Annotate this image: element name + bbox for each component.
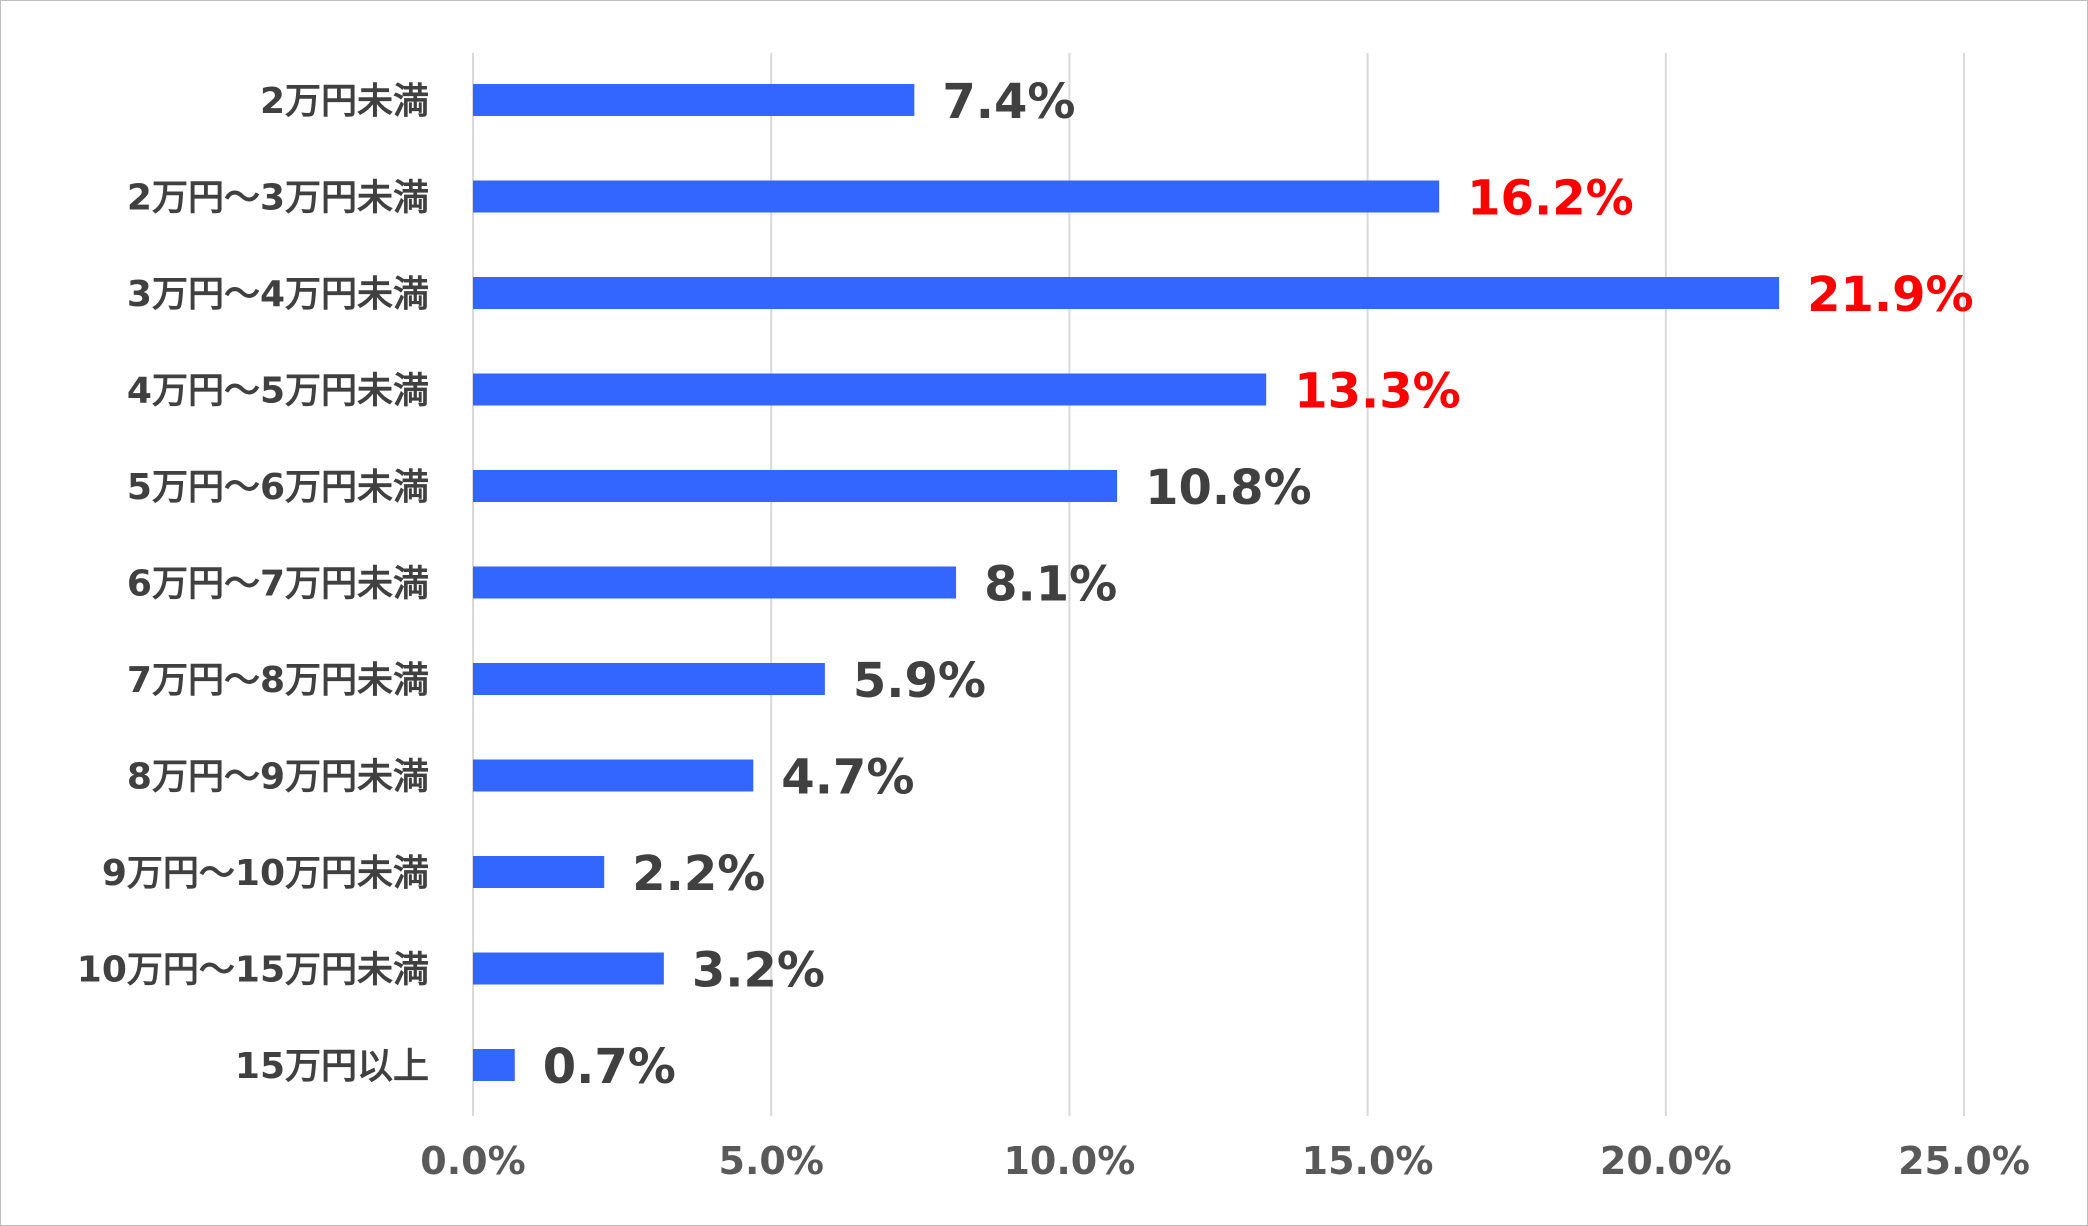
category-label: 2万円未満 bbox=[260, 81, 429, 122]
bar bbox=[473, 856, 605, 888]
data-label: 5.9% bbox=[853, 653, 986, 709]
category-label: 7万円～8万円未満 bbox=[127, 660, 429, 701]
gridlines bbox=[472, 53, 1965, 1116]
category-labels: 2万円未満 2万円～3万円未満 3万円～4万円未満 4万円～5万円未満 5万円～6万円未… bbox=[77, 81, 429, 1087]
data-label: 3.2% bbox=[692, 943, 825, 999]
category-label: 5万円～6万円未満 bbox=[127, 467, 429, 508]
category-label: 3万円～4万円未満 bbox=[127, 274, 429, 315]
bar bbox=[473, 952, 664, 985]
bar bbox=[473, 1049, 515, 1081]
data-label: 16.2% bbox=[1467, 171, 1634, 227]
data-label: 2.2% bbox=[632, 846, 765, 902]
data-label: 10.8% bbox=[1145, 460, 1312, 516]
x-tick-label: 10.0% bbox=[1003, 1139, 1135, 1183]
bar bbox=[473, 663, 825, 695]
category-label: 2万円～3万円未満 bbox=[127, 178, 429, 219]
data-label: 7.4% bbox=[942, 74, 1075, 130]
category-label: 10万円～15万円未満 bbox=[77, 950, 429, 991]
x-tick-label: 25.0% bbox=[1898, 1139, 2030, 1183]
x-tick-label: 15.0% bbox=[1302, 1139, 1434, 1183]
x-tick-label: 5.0% bbox=[719, 1139, 824, 1183]
data-label: 13.3% bbox=[1294, 364, 1461, 420]
value-labels: 7.4% 16.2% 21.9% 13.3% 10.8% 8.1% 5.9% 4.7% 2.2%… bbox=[543, 74, 1974, 1095]
category-label: 9万円～10万円未満 bbox=[102, 853, 429, 894]
bar bbox=[473, 84, 915, 116]
x-tick-label: 0.0% bbox=[420, 1139, 525, 1183]
x-axis-tick-labels: 0.0% 5.0% 10.0% 15.0% 20.0% 25.0% bbox=[420, 1139, 2030, 1183]
data-label: 21.9% bbox=[1807, 267, 1974, 323]
x-tick-label: 20.0% bbox=[1600, 1139, 1732, 1183]
bar bbox=[473, 759, 754, 792]
category-label: 4万円～5万円未満 bbox=[127, 371, 429, 412]
category-label: 15万円以上 bbox=[235, 1046, 429, 1087]
bar bbox=[473, 470, 1118, 502]
category-label: 8万円～9万円未満 bbox=[127, 757, 429, 798]
data-label: 4.7% bbox=[781, 750, 914, 806]
category-label: 6万円～7万円未満 bbox=[127, 564, 429, 605]
data-label: 8.1% bbox=[984, 557, 1117, 613]
data-label: 0.7% bbox=[543, 1039, 676, 1095]
bar bbox=[473, 373, 1267, 406]
bar bbox=[473, 180, 1440, 213]
bar bbox=[473, 566, 957, 599]
bars bbox=[473, 84, 1780, 1081]
bar bbox=[473, 277, 1780, 309]
